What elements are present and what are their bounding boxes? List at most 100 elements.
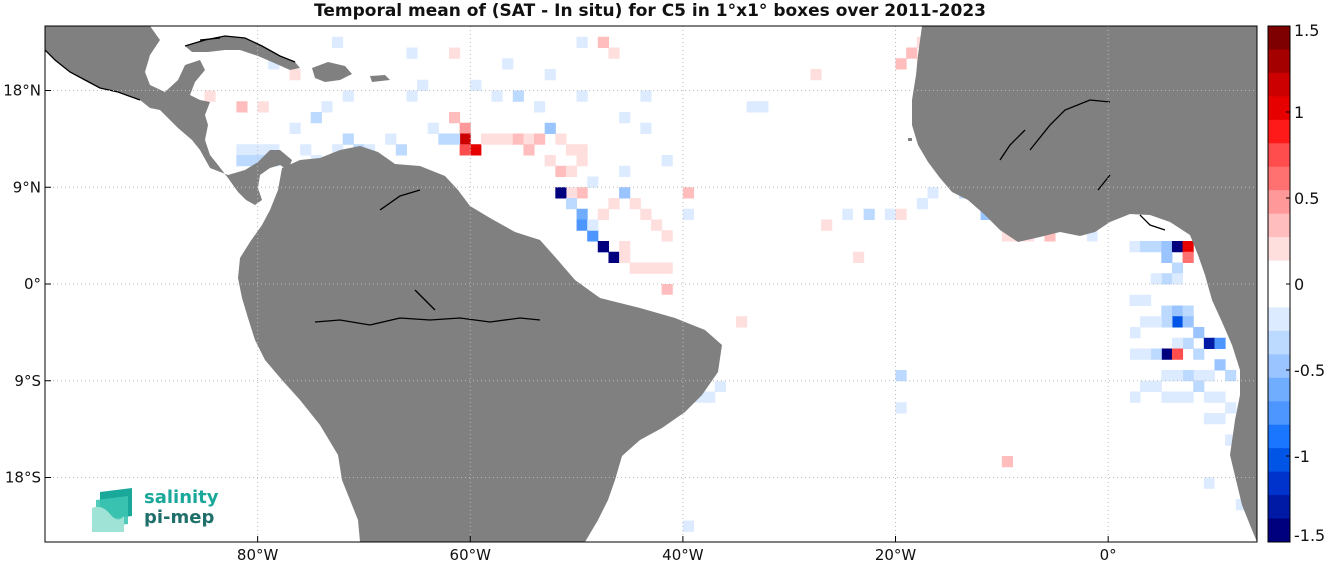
data-cell bbox=[523, 144, 535, 156]
data-cell bbox=[640, 122, 652, 134]
data-cell bbox=[512, 133, 524, 145]
colorbar-tick-label: 0.5 bbox=[1294, 189, 1319, 208]
data-cell bbox=[427, 47, 439, 59]
data-cell bbox=[247, 122, 259, 134]
data-cell bbox=[587, 176, 599, 188]
data-cell bbox=[512, 90, 524, 102]
data-cell bbox=[661, 90, 673, 102]
data-cell bbox=[66, 26, 78, 27]
data-cell bbox=[884, 208, 897, 220]
data-cell bbox=[332, 36, 344, 48]
data-cell bbox=[1086, 230, 1099, 242]
data-cell bbox=[874, 198, 886, 210]
data-cell bbox=[587, 219, 599, 231]
data-cell bbox=[895, 402, 907, 414]
data-cell bbox=[1129, 348, 1141, 360]
data-cell bbox=[587, 69, 599, 81]
data-cell bbox=[619, 251, 631, 263]
data-cell bbox=[161, 58, 174, 70]
data-cell bbox=[1182, 391, 1194, 403]
data-cell bbox=[1118, 262, 1130, 274]
colorbar: 1.5 1 0.5 0 -0.5 -1 -1.5 bbox=[1267, 21, 1325, 545]
colorbar-segment bbox=[1268, 307, 1290, 332]
map-title: Temporal mean of (SAT - In situ) for C5 … bbox=[314, 1, 986, 21]
data-cell bbox=[1140, 316, 1152, 328]
data-cell bbox=[661, 284, 673, 296]
data-cell bbox=[1171, 305, 1184, 317]
data-cell bbox=[565, 165, 578, 177]
data-cell bbox=[927, 434, 939, 446]
data-cell bbox=[1193, 370, 1205, 382]
colorbar-segment bbox=[1268, 471, 1290, 496]
data-cell bbox=[1161, 316, 1173, 328]
data-cell bbox=[459, 144, 471, 156]
data-cell bbox=[1140, 348, 1152, 360]
data-cell bbox=[417, 79, 429, 91]
data-cell bbox=[151, 26, 163, 27]
lat-tick-label: 9°N bbox=[13, 178, 41, 196]
data-cell bbox=[714, 370, 726, 382]
data-cell bbox=[629, 58, 641, 70]
data-cell bbox=[1171, 241, 1184, 253]
logo-text-salinity: salinity bbox=[144, 487, 219, 508]
data-cell bbox=[597, 36, 609, 48]
data-cell bbox=[555, 187, 567, 199]
data-cell bbox=[789, 198, 801, 210]
colorbar-tick-label: -0.5 bbox=[1294, 361, 1325, 380]
data-cell bbox=[1182, 370, 1194, 382]
data-cell bbox=[544, 155, 556, 167]
data-cell bbox=[236, 144, 248, 156]
data-cell bbox=[863, 208, 875, 220]
data-cell bbox=[438, 133, 450, 145]
data-cell bbox=[608, 251, 620, 263]
data-cell bbox=[1108, 327, 1120, 339]
data-cell bbox=[1161, 251, 1173, 263]
data-cell bbox=[1171, 273, 1184, 285]
data-cell bbox=[310, 112, 322, 124]
data-cell bbox=[300, 144, 312, 156]
data-cell bbox=[534, 133, 546, 145]
data-cell bbox=[1108, 413, 1120, 425]
data-cell bbox=[661, 230, 673, 242]
data-cell bbox=[1171, 316, 1184, 328]
data-cell bbox=[1203, 413, 1215, 425]
data-cell bbox=[651, 262, 663, 274]
data-cell bbox=[714, 380, 726, 392]
data-cell bbox=[1001, 230, 1013, 242]
data-cell bbox=[682, 520, 695, 532]
data-cell bbox=[619, 241, 631, 253]
data-cell bbox=[938, 241, 950, 253]
data-cell bbox=[629, 198, 641, 210]
data-cell bbox=[895, 208, 907, 220]
data-cell bbox=[1193, 466, 1205, 478]
data-cell bbox=[640, 165, 652, 177]
data-cell bbox=[1140, 262, 1152, 274]
data-cell bbox=[1193, 327, 1205, 339]
data-cell bbox=[1129, 294, 1141, 306]
data-cell bbox=[555, 133, 567, 145]
data-cell bbox=[1150, 305, 1162, 317]
data-cell bbox=[1108, 337, 1120, 349]
colorbar-tick-label: 1.5 bbox=[1294, 21, 1319, 40]
colorbar-segment bbox=[1268, 260, 1290, 285]
data-cell bbox=[1108, 262, 1120, 274]
data-cell bbox=[406, 122, 418, 134]
data-cell bbox=[969, 402, 982, 414]
colorbar-segment bbox=[1268, 518, 1290, 543]
land-central-america bbox=[45, 26, 292, 205]
data-cell bbox=[810, 294, 822, 306]
data-cell bbox=[544, 69, 556, 81]
colorbar-segment bbox=[1268, 26, 1290, 50]
data-cell bbox=[799, 520, 811, 532]
data-cell bbox=[619, 165, 631, 177]
lon-tick-label: 0° bbox=[1100, 546, 1117, 564]
land-south-america bbox=[238, 146, 722, 542]
data-cell bbox=[640, 90, 652, 102]
colorbar-segment bbox=[1268, 119, 1290, 144]
data-cell bbox=[1097, 273, 1109, 285]
data-cell bbox=[565, 198, 578, 210]
data-cell bbox=[1214, 337, 1226, 349]
data-cell bbox=[385, 133, 397, 145]
data-cell bbox=[1001, 456, 1013, 468]
data-cell bbox=[1118, 391, 1130, 403]
